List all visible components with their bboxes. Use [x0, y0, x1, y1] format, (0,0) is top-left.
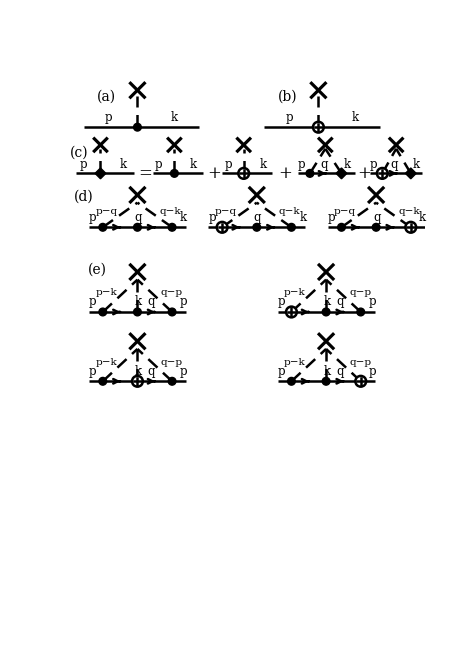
Text: (b): (b): [278, 89, 297, 103]
Text: (c): (c): [70, 146, 88, 160]
Text: q−p: q−p: [349, 288, 372, 297]
Text: p−k: p−k: [284, 357, 306, 367]
Text: p−q: p−q: [334, 207, 356, 216]
Text: p: p: [328, 211, 335, 224]
Text: p: p: [369, 158, 377, 171]
Circle shape: [99, 377, 107, 385]
Text: p: p: [278, 365, 285, 378]
Text: q: q: [336, 365, 344, 378]
Circle shape: [322, 308, 330, 316]
Polygon shape: [336, 168, 347, 179]
Circle shape: [132, 376, 143, 387]
Text: p: p: [104, 111, 112, 124]
Circle shape: [377, 168, 388, 179]
Text: +: +: [208, 165, 221, 182]
Circle shape: [171, 169, 178, 177]
Circle shape: [286, 307, 297, 317]
Text: q−k: q−k: [159, 207, 181, 216]
Text: p−q: p−q: [215, 207, 237, 216]
Circle shape: [337, 224, 346, 231]
Text: p−k: p−k: [95, 357, 117, 367]
Text: p−k: p−k: [284, 288, 306, 297]
Text: =: =: [138, 165, 152, 182]
Circle shape: [99, 308, 107, 316]
Circle shape: [357, 308, 365, 316]
Text: p−q: p−q: [95, 207, 117, 216]
Text: p: p: [89, 211, 97, 224]
Text: k: k: [120, 158, 127, 171]
Text: q: q: [254, 211, 261, 224]
Text: p: p: [180, 295, 187, 308]
Text: p: p: [298, 158, 305, 171]
Text: p: p: [225, 158, 232, 171]
Circle shape: [372, 224, 380, 231]
Text: q: q: [391, 158, 398, 171]
Text: q: q: [147, 295, 155, 308]
Circle shape: [217, 222, 228, 232]
Text: p: p: [155, 158, 162, 171]
Circle shape: [134, 224, 141, 231]
Circle shape: [168, 377, 176, 385]
Text: q: q: [336, 295, 344, 308]
Text: q: q: [373, 211, 381, 224]
Circle shape: [168, 308, 176, 316]
Text: k: k: [323, 295, 330, 308]
Text: q−k: q−k: [398, 207, 419, 216]
Circle shape: [253, 224, 261, 231]
Text: p: p: [368, 365, 376, 378]
Text: k: k: [343, 158, 350, 171]
Text: +: +: [358, 165, 372, 182]
Circle shape: [405, 222, 416, 232]
Text: p: p: [89, 295, 97, 308]
Text: q−p: q−p: [161, 357, 183, 367]
Text: k: k: [323, 365, 330, 378]
Circle shape: [134, 123, 141, 131]
Text: +: +: [278, 165, 292, 182]
Circle shape: [134, 308, 141, 316]
Text: q−p: q−p: [349, 357, 372, 367]
Text: k: k: [419, 211, 426, 224]
Text: p−k: p−k: [95, 288, 117, 297]
Circle shape: [322, 377, 330, 385]
Text: p: p: [208, 211, 216, 224]
Text: k: k: [259, 158, 266, 171]
Text: q: q: [135, 211, 142, 224]
Circle shape: [99, 224, 107, 231]
Text: (a): (a): [97, 89, 116, 103]
Text: q: q: [320, 158, 328, 171]
Circle shape: [356, 376, 366, 387]
Polygon shape: [95, 168, 106, 179]
Text: q−p: q−p: [161, 288, 183, 297]
Circle shape: [306, 169, 314, 177]
Circle shape: [288, 377, 295, 385]
Text: k: k: [189, 158, 196, 171]
Text: k: k: [180, 211, 187, 224]
Text: q−k: q−k: [279, 207, 301, 216]
Text: (d): (d): [74, 189, 94, 203]
Circle shape: [168, 224, 176, 231]
Polygon shape: [405, 168, 416, 179]
Text: p: p: [80, 158, 87, 171]
Text: p: p: [285, 111, 293, 124]
Circle shape: [238, 168, 249, 179]
Text: p: p: [180, 365, 187, 378]
Text: k: k: [352, 111, 359, 124]
Text: p: p: [89, 365, 97, 378]
Circle shape: [313, 122, 324, 132]
Text: k: k: [171, 111, 178, 124]
Text: p: p: [368, 295, 376, 308]
Text: q: q: [147, 365, 155, 378]
Text: k: k: [135, 295, 142, 308]
Circle shape: [288, 224, 295, 231]
Text: k: k: [300, 211, 307, 224]
Text: (e): (e): [87, 263, 106, 277]
Text: k: k: [412, 158, 420, 171]
Text: k: k: [135, 365, 142, 378]
Text: p: p: [278, 295, 285, 308]
